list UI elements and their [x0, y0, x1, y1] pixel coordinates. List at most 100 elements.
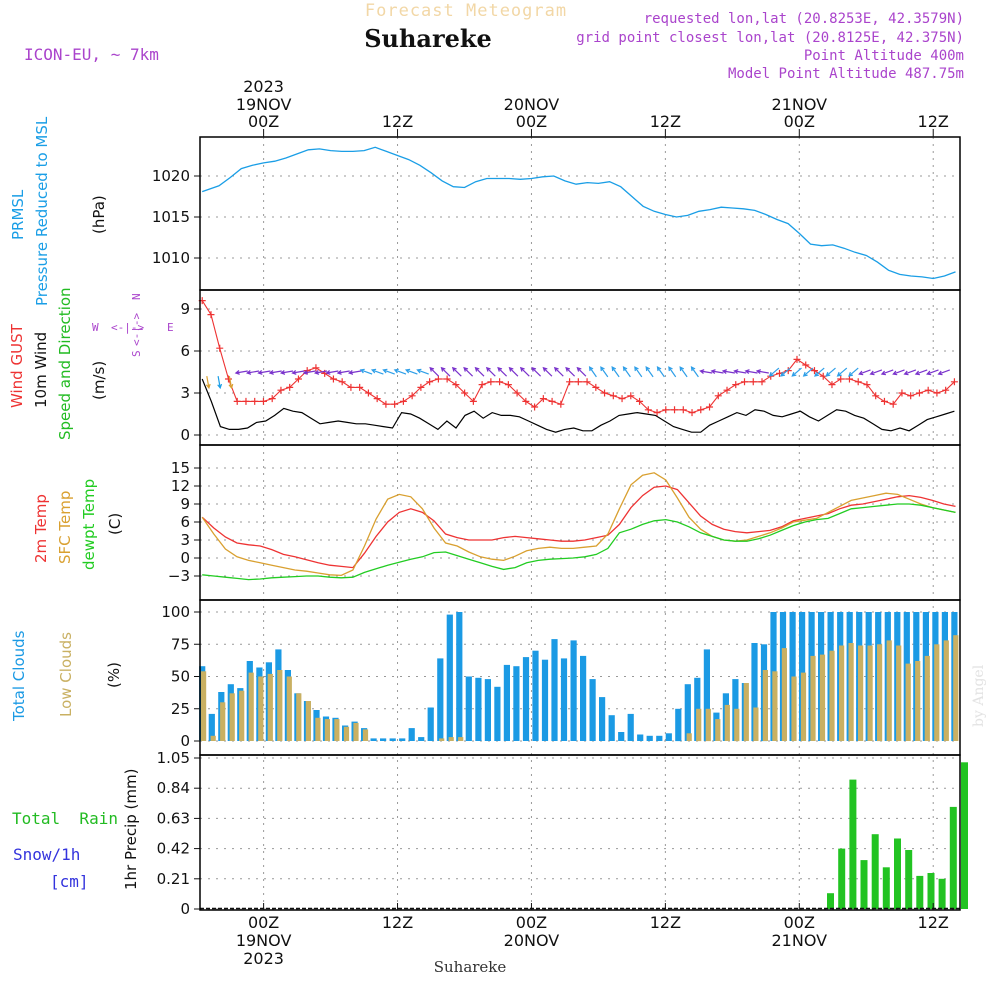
total-cloud-bar [656, 735, 663, 741]
wind-gust-marker [706, 403, 714, 411]
bottom-time-hour: 12Z [650, 913, 681, 932]
wind-panel-bg [200, 290, 960, 445]
wind-direction-arrow [313, 370, 328, 375]
bottom-time-year: 2023 [243, 949, 284, 968]
wind-direction-arrow [291, 370, 305, 375]
low-cloud-bar [743, 683, 749, 741]
total-cloud-bar [532, 650, 539, 741]
temperature-tick-label: 6 [180, 513, 190, 531]
low-cloud-bar [705, 708, 711, 742]
temp-sfc-label: SFC Temp [56, 491, 74, 564]
wind-gust-marker [915, 389, 923, 397]
wind-gust-marker [653, 409, 661, 417]
wind-gust-marker [872, 392, 880, 400]
wind-gust-marker [216, 344, 224, 352]
wind-gust-marker [749, 378, 757, 386]
wind-direction-arrow [721, 369, 735, 374]
wind-unit: (m/s) [90, 361, 108, 400]
low-cloud-bar [343, 726, 350, 741]
wind-gust-marker [854, 378, 862, 386]
low-cloud-bar [305, 701, 311, 741]
wind-gust-marker [259, 397, 267, 405]
plot-layer: 1010101510200369−303691215025507510000.2… [152, 77, 968, 968]
wind-direction-arrow [325, 370, 339, 375]
clouds-tick-label: 25 [171, 700, 190, 718]
wind-direction-arrow [699, 369, 713, 374]
cloud-unit: (%) [105, 662, 123, 688]
low-cloud-bar [258, 676, 264, 741]
wind-direction-arrow [858, 369, 871, 376]
wind-tick-label: 0 [180, 426, 190, 444]
wind-gust-marker [889, 400, 897, 408]
low-cloud-bar [439, 738, 445, 741]
total-cloud-bar [465, 676, 472, 741]
low-cloud-bar [315, 717, 321, 741]
rain-bar [871, 834, 879, 909]
pressure-label-prmsl: PRMSL [9, 189, 27, 240]
wind-gust-markers [198, 297, 958, 417]
wind-direction-arrow [531, 366, 542, 377]
snow-label: Snow/1h [13, 845, 80, 864]
wind-gust-marker [408, 392, 416, 400]
wind-gust-marker [732, 381, 740, 389]
wind-direction-arrow [347, 370, 362, 375]
wind-direction-arrow [302, 370, 316, 375]
wind-direction-arrow [880, 369, 894, 376]
wind-gust-marker [539, 395, 547, 403]
wind-direction-arrow [892, 369, 905, 376]
bottom-time-hour: 00Z [248, 913, 279, 932]
wind-direction-arrow [869, 369, 883, 376]
wind-panel-labels: Wind GUST 10m Wind Speed and Direction (… [8, 287, 108, 440]
rain-bar [894, 838, 901, 909]
point-altitude: Point Altitude 400m [804, 48, 964, 64]
wind-gust-marker [557, 400, 565, 408]
total-cloud-bar [503, 664, 510, 741]
bottom-time-hour: 12Z [918, 913, 949, 932]
wind-gust-marker [347, 383, 355, 391]
wind-gust-marker [609, 392, 617, 400]
wind-direction-arrow [656, 366, 665, 378]
total-cloud-bar [637, 734, 644, 741]
wind-direction-arrow [553, 366, 564, 377]
temperature-tick-label: 3 [180, 531, 190, 549]
total-cloud-bar [513, 666, 520, 741]
time-ticks [263, 129, 934, 910]
total-cloud-bar [684, 684, 691, 741]
total-cloud-bar [665, 733, 672, 741]
wind-gust-marker [233, 397, 241, 405]
total-cloud-bar [551, 639, 558, 741]
low-cloud-bar [943, 640, 949, 741]
total-cloud-bar [646, 735, 653, 741]
wind-gust-marker [671, 406, 679, 414]
low-cloud-bar [277, 670, 283, 741]
wind-direction-arrow [937, 369, 951, 376]
wind-gust-marker [548, 397, 556, 405]
rain-bar [961, 762, 968, 909]
wind-gust-marker [574, 378, 582, 386]
wind-gust-marker [863, 381, 871, 389]
total-cloud-bar [475, 677, 482, 741]
rain-bar [827, 893, 834, 909]
total-cloud-bar [751, 643, 758, 741]
bottom-time-date: 19NOV [236, 931, 292, 950]
wind-gust-marker [207, 311, 215, 319]
low-cloud-bar [239, 690, 245, 741]
bottom-time-date: 21NOV [771, 931, 827, 950]
wind-gust-marker [933, 389, 941, 397]
wind-dir-label: Speed and Direction [56, 287, 74, 440]
wind-gust-marker [793, 355, 801, 363]
wind-direction-arrow [780, 367, 791, 377]
wind-gust-marker [356, 383, 364, 391]
wind-direction-arrow [622, 366, 631, 378]
top-time-hour: 00Z [516, 112, 547, 131]
compass-n: N [130, 293, 143, 300]
top-time-date: 20NOV [504, 95, 560, 114]
total-cloud-bar [484, 679, 491, 741]
low-cloud-bar [267, 673, 273, 741]
total-cloud-bar [418, 737, 425, 741]
low-cloud-bar [915, 661, 921, 741]
wind-direction-arrow [228, 375, 234, 390]
wind-direction-arrow [382, 368, 395, 375]
top-time-hour: 12Z [650, 112, 681, 131]
